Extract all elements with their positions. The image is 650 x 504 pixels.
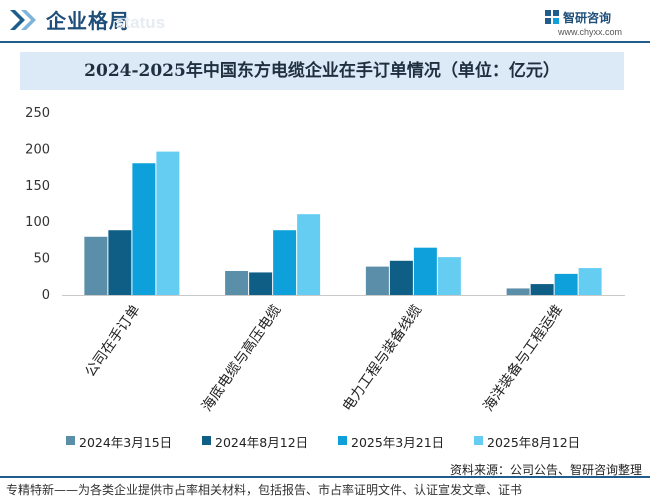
chart-title-band: 2024-2025年中国东方电缆企业在手订单情况（单位：亿元）: [20, 52, 624, 90]
footer-rule: [0, 476, 650, 478]
y-tick-label: 150: [25, 179, 50, 194]
bar: [108, 230, 132, 295]
legend-swatch: [338, 436, 347, 445]
x-category-label: 电力工程与装备线缆: [339, 302, 425, 415]
bar: [156, 151, 180, 295]
header-rule: [0, 41, 650, 43]
double-chevron-icon: [10, 10, 36, 30]
bar-chart: 0 50 100 150 200 250 公司在手订单 海底电缆与高压电缆 电力工程与装备线缆海…: [25, 106, 625, 415]
bar: [389, 260, 413, 295]
legend-label: 2025年8月12日: [487, 435, 581, 450]
y-tick-label: 250: [25, 106, 50, 121]
bar: [530, 284, 554, 295]
footer-text: 专精特新——为各类企业提供市占率相关材料，包括报告、市占率证明文件、认证宣发文章…: [6, 483, 523, 497]
y-tick-label: 100: [25, 215, 50, 230]
brand-logo: 智研咨询 www.chyxx.com: [544, 8, 636, 38]
legend-swatch: [66, 436, 75, 445]
bar: [365, 266, 389, 295]
chart-title: 2024-2025年中国东方电缆企业在手订单情况（单位：亿元）: [84, 61, 560, 81]
x-category-label: 海底电缆与高压电缆: [198, 302, 284, 415]
bar: [413, 247, 437, 295]
section-title: 企业格局: [46, 9, 130, 33]
legend-swatch: [202, 436, 211, 445]
y-tick-label: 50: [33, 252, 50, 267]
y-tick-label: 200: [25, 142, 50, 157]
source-note: 资料来源：公司公告、智研咨询整理: [449, 463, 642, 477]
brand-logo-icon: [545, 10, 559, 24]
bar: [249, 272, 273, 295]
x-category-label: 公司在手订单: [82, 302, 143, 380]
chart-legend: 2024年3月15日 2024年8月12日 2025年3月21日 2025年8月12日: [66, 431, 626, 451]
y-tick-label: 0: [42, 288, 50, 303]
legend-label: 2024年8月12日: [215, 435, 309, 450]
brand-url: www.chyxx.com: [558, 27, 623, 37]
legend-label: 2025年3月21日: [351, 435, 445, 450]
top-header: 企业格局 status 智研咨询 www.chyxx.com: [0, 0, 650, 43]
bar: [554, 273, 578, 295]
bar: [132, 163, 156, 295]
bar: [84, 236, 108, 295]
bar: [273, 230, 297, 295]
bar: [506, 288, 530, 295]
legend-swatch: [474, 436, 483, 445]
x-category-label: 海洋装备与工程运维: [480, 302, 566, 415]
bar: [297, 214, 321, 295]
legend-label: 2024年3月15日: [79, 435, 173, 450]
bar: [437, 257, 461, 295]
bar: [578, 268, 602, 295]
bar: [225, 270, 249, 295]
header-watermark: status: [115, 13, 166, 32]
brand-name: 智研咨询: [563, 11, 612, 25]
